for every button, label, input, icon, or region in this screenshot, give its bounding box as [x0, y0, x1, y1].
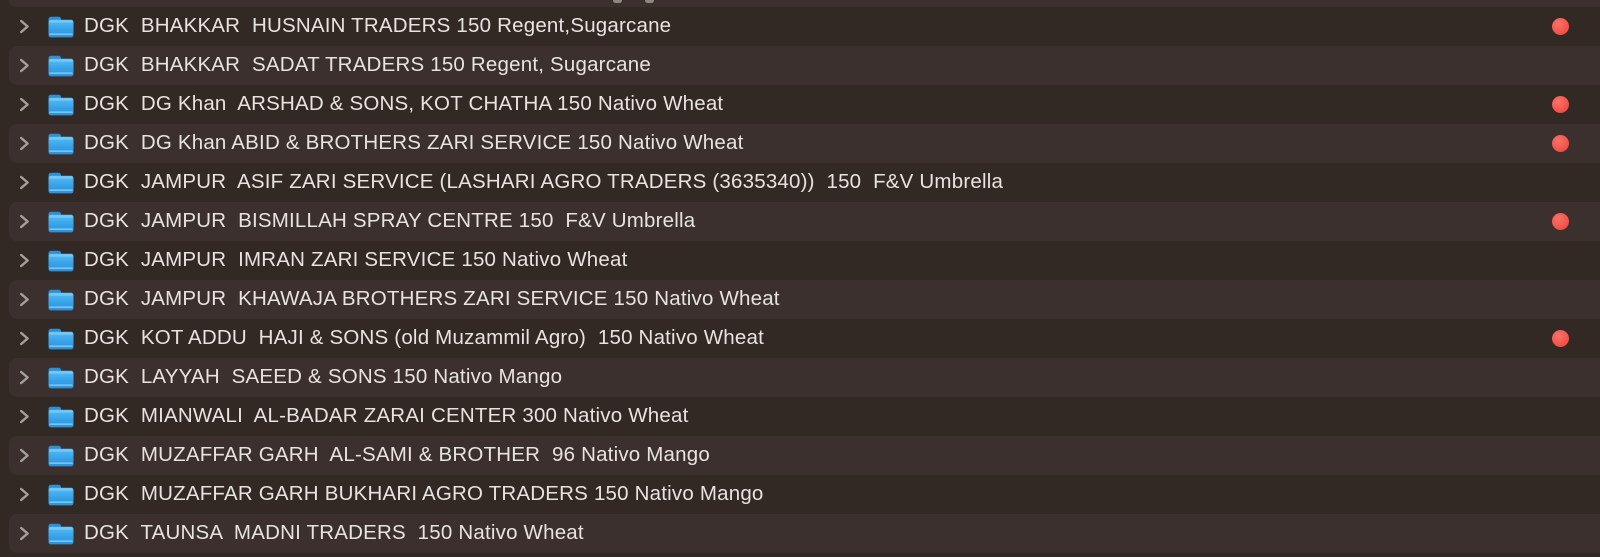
chevron-right-icon[interactable] — [19, 448, 31, 463]
chevron-right-icon[interactable] — [19, 331, 31, 346]
folder-row-label: DGK JAMPUR KHAWAJA BROTHERS ZARI SERVICE… — [84, 287, 780, 310]
chevron-right-icon[interactable] — [19, 292, 31, 307]
clipped-text-descender — [645, 0, 654, 3]
folder-row-label: DGK KOT ADDU HAJI & SONS (old Muzammil A… — [84, 326, 765, 349]
folder-row-label: DGK LAYYAH SAEED & SONS 150 Nativo Mango — [84, 365, 563, 388]
folder-row[interactable]: DGK KOT ADDU HAJI & SONS (old Muzammil A… — [0, 319, 1600, 358]
folder-row-label: DGK BHAKKAR SADAT TRADERS 150 Regent, Su… — [84, 53, 651, 76]
chevron-right-icon[interactable] — [19, 526, 31, 541]
folder-icon — [47, 15, 75, 39]
folder-row-label: DGK MIANWALI AL-BADAR ZARAI CENTER 300 N… — [84, 404, 689, 427]
folder-row-label: DGK MUZAFFAR GARH AL-SAMI & BROTHER 96 N… — [84, 443, 710, 466]
folder-row[interactable]: DGK JAMPUR IMRAN ZARI SERVICE 150 Nativo… — [0, 241, 1600, 280]
folder-row-label: DGK JAMPUR IMRAN ZARI SERVICE 150 Nativo… — [84, 248, 628, 271]
folder-icon — [47, 93, 75, 117]
red-tag-dot — [1552, 135, 1569, 152]
folder-icon — [47, 210, 75, 234]
folder-row[interactable]: DGK DG Khan ABID & BROTHERS ZARI SERVICE… — [0, 124, 1600, 163]
folder-row[interactable]: DGK DG Khan ARSHAD & SONS, KOT CHATHA 15… — [0, 85, 1600, 124]
folder-row-label: DGK DG Khan ABID & BROTHERS ZARI SERVICE… — [84, 131, 744, 154]
folder-row[interactable]: DGK JAMPUR ASIF ZARI SERVICE (LASHARI AG… — [0, 163, 1600, 202]
folder-row[interactable]: DGK MUZAFFAR GARH BUKHARI AGRO TRADERS 1… — [0, 475, 1600, 514]
folder-row-label: DGK DG Khan ARSHAD & SONS, KOT CHATHA 15… — [84, 92, 724, 115]
folder-icon — [47, 483, 75, 507]
folder-row-label: DGK JAMPUR ASIF ZARI SERVICE (LASHARI AG… — [84, 170, 1004, 193]
folder-icon — [47, 366, 75, 390]
folder-icon — [47, 444, 75, 468]
chevron-right-icon[interactable] — [19, 97, 31, 112]
red-tag-dot — [1552, 330, 1569, 347]
folder-row[interactable]: DGK BHAKKAR HUSNAIN TRADERS 150 Regent,S… — [0, 7, 1600, 46]
folder-row-label: DGK JAMPUR BISMILLAH SPRAY CENTRE 150 F&… — [84, 209, 696, 232]
chevron-right-icon[interactable] — [19, 253, 31, 268]
red-tag-dot — [1552, 18, 1569, 35]
folder-icon — [47, 405, 75, 429]
folder-row[interactable]: DGK BHAKKAR SADAT TRADERS 150 Regent, Su… — [0, 46, 1600, 85]
folder-icon — [47, 171, 75, 195]
folder-list: DGK BHAKKAR HUSNAIN TRADERS 150 Regent,S… — [0, 7, 1600, 553]
folder-row[interactable]: DGK LAYYAH SAEED & SONS 150 Nativo Mango — [0, 358, 1600, 397]
folder-icon — [47, 249, 75, 273]
folder-row-label: DGK MUZAFFAR GARH BUKHARI AGRO TRADERS 1… — [84, 482, 764, 505]
folder-row[interactable]: DGK JAMPUR BISMILLAH SPRAY CENTRE 150 F&… — [0, 202, 1600, 241]
red-tag-dot — [1552, 213, 1569, 230]
folder-row[interactable]: DGK MUZAFFAR GARH AL-SAMI & BROTHER 96 N… — [0, 436, 1600, 475]
folder-icon — [47, 132, 75, 156]
folder-row[interactable]: DGK TAUNSA MADNI TRADERS 150 Nativo Whea… — [0, 514, 1600, 553]
chevron-right-icon[interactable] — [19, 214, 31, 229]
chevron-right-icon[interactable] — [19, 487, 31, 502]
folder-icon — [47, 522, 75, 546]
chevron-right-icon[interactable] — [19, 136, 31, 151]
clipped-text-descender — [613, 0, 622, 3]
folder-row[interactable]: DGK JAMPUR KHAWAJA BROTHERS ZARI SERVICE… — [0, 280, 1600, 319]
folder-row-label: DGK TAUNSA MADNI TRADERS 150 Nativo Whea… — [84, 521, 584, 544]
chevron-right-icon[interactable] — [19, 58, 31, 73]
folder-icon — [47, 288, 75, 312]
folder-icon — [47, 327, 75, 351]
chevron-right-icon[interactable] — [19, 409, 31, 424]
chevron-right-icon[interactable] — [19, 19, 31, 34]
folder-row-label: DGK BHAKKAR HUSNAIN TRADERS 150 Regent,S… — [84, 14, 672, 37]
clipped-row-top — [9, 0, 1600, 7]
folder-row[interactable]: DGK MIANWALI AL-BADAR ZARAI CENTER 300 N… — [0, 397, 1600, 436]
folder-icon — [47, 54, 75, 78]
chevron-right-icon[interactable] — [19, 370, 31, 385]
chevron-right-icon[interactable] — [19, 175, 31, 190]
red-tag-dot — [1552, 96, 1569, 113]
